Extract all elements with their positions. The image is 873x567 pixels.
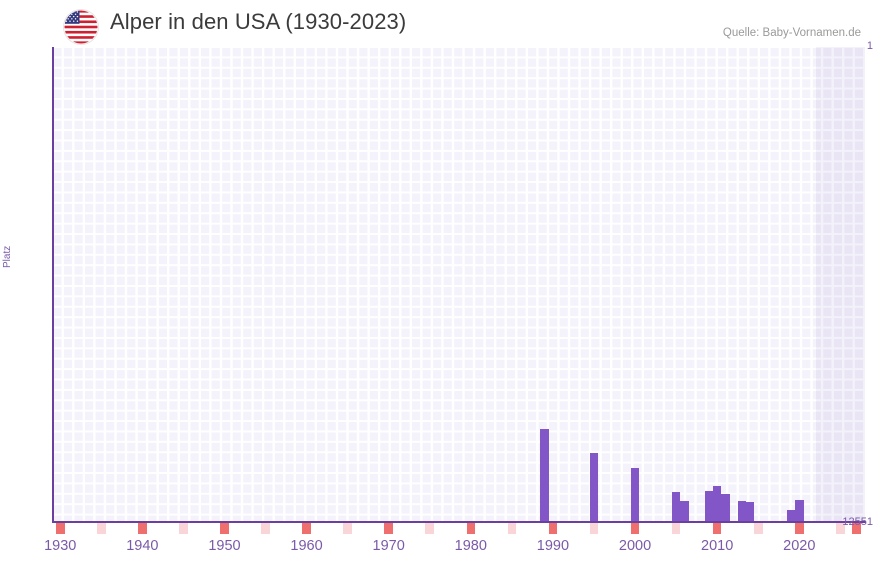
- year-marker: [507, 523, 517, 534]
- year-marker: [384, 523, 393, 534]
- bar-series: [52, 47, 865, 522]
- year-marker: [836, 523, 845, 534]
- x-tick-label: 2000: [618, 538, 652, 554]
- grid-background: [52, 47, 865, 522]
- y-axis-top-label: 1: [866, 40, 873, 52]
- bar[interactable]: [786, 510, 796, 522]
- x-tick-label: 1980: [454, 538, 487, 554]
- year-marker: [589, 523, 599, 534]
- year-marker: [630, 523, 640, 534]
- us-flag-icon: [64, 10, 98, 44]
- year-marker: [261, 523, 270, 534]
- bar[interactable]: [721, 494, 730, 522]
- year-marker: [852, 523, 862, 534]
- baseline-year-markers: [52, 523, 866, 534]
- forecast-shaded-region: [815, 47, 865, 522]
- year-marker: [753, 523, 763, 534]
- bar[interactable]: [704, 491, 714, 522]
- bar[interactable]: [540, 429, 550, 522]
- y-axis-bottom-label: 12551: [842, 516, 873, 528]
- bar[interactable]: [630, 468, 640, 522]
- chart-header: Alper in den USA (1930-2023) Quelle: Bab…: [0, 0, 873, 44]
- y-axis-line: [52, 47, 54, 523]
- year-marker: [795, 523, 804, 534]
- year-marker: [302, 523, 311, 534]
- year-marker: [96, 523, 106, 534]
- x-tick-label: 1950: [208, 538, 241, 554]
- bar[interactable]: [589, 453, 599, 522]
- bar[interactable]: [712, 486, 722, 522]
- source-attribution: Quelle: Baby-Vornamen.de: [722, 27, 861, 39]
- y-axis-title: Platz: [2, 245, 13, 268]
- x-tick-label: 2020: [783, 538, 816, 554]
- year-marker: [425, 523, 435, 534]
- year-marker: [179, 523, 188, 534]
- bar[interactable]: [737, 501, 747, 522]
- chart-title: Alper in den USA (1930-2023): [110, 9, 407, 34]
- x-tick-label: 2010: [701, 538, 734, 554]
- year-marker: [220, 523, 229, 534]
- year-marker: [548, 523, 558, 534]
- bar[interactable]: [680, 501, 689, 522]
- bar[interactable]: [795, 500, 804, 522]
- year-marker: [343, 523, 352, 534]
- year-marker: [466, 523, 476, 534]
- bar[interactable]: [671, 492, 681, 522]
- plot-area: [52, 47, 865, 522]
- year-marker: [138, 523, 147, 534]
- x-tick-label: 1970: [372, 538, 405, 554]
- year-marker: [55, 523, 65, 534]
- x-axis-line: [52, 521, 866, 523]
- year-marker: [671, 523, 681, 534]
- x-tick-label: 1990: [536, 538, 570, 554]
- x-tick-label: 1940: [126, 538, 159, 554]
- x-tick-label: 1960: [290, 538, 323, 554]
- year-marker: [712, 523, 722, 534]
- x-tick-label: 1930: [44, 538, 77, 554]
- bar[interactable]: [745, 502, 755, 522]
